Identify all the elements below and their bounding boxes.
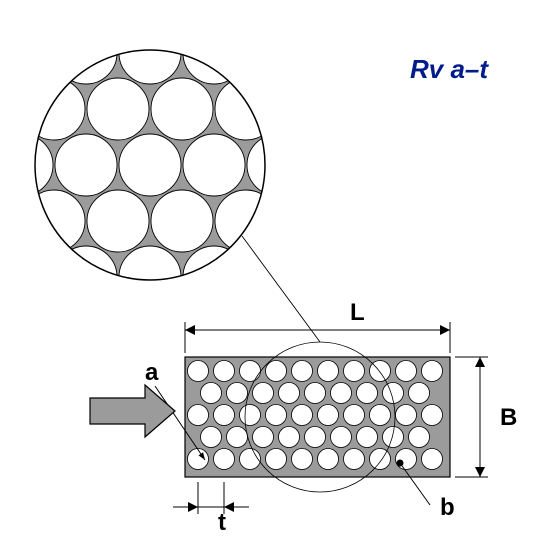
label-a: a	[145, 359, 159, 386]
label-B: B	[500, 404, 517, 431]
label-t: t	[218, 509, 226, 536]
diagram-canvas: { "title": { "text": "Rv a–t", "x": 410,…	[0, 0, 550, 550]
label-b: b	[440, 494, 455, 521]
diagram-title: Rv a–t	[410, 54, 488, 85]
label-L: L	[350, 299, 365, 326]
